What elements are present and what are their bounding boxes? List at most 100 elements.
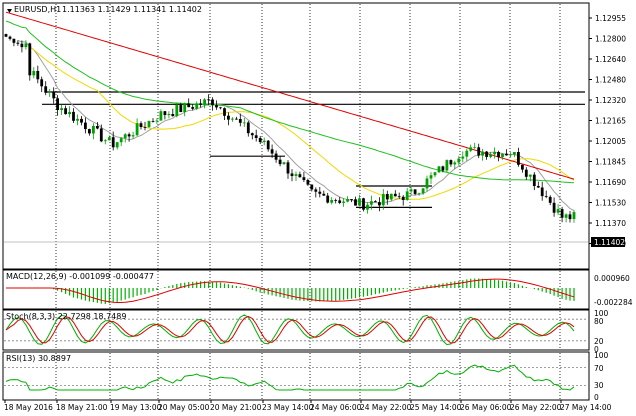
candle-body: [235, 118, 238, 120]
candle-body: [485, 151, 488, 157]
time-label: 25 May 14:00: [410, 403, 462, 412]
candle-body: [354, 199, 357, 206]
candle-body: [532, 174, 536, 186]
time-label: 20 May 05:00: [158, 403, 210, 412]
macd-title: MACD(12,26,9) -0.001099 -0.000477: [6, 272, 154, 281]
rsi-title: RSI(13) 30.8897: [6, 354, 71, 363]
candle-body: [524, 169, 528, 177]
current-price-label: 1.11402: [594, 238, 625, 247]
current-price-tag: 1.11402: [591, 237, 625, 247]
candle-body: [509, 154, 512, 156]
candle-body: [250, 133, 254, 136]
candle-body: [290, 173, 294, 176]
macd-tick-low: -0.002284: [594, 298, 633, 307]
candle-body: [258, 138, 262, 142]
price-tick-label: 1.12640: [595, 55, 626, 64]
candle-body: [262, 140, 266, 142]
candle-body: [231, 118, 234, 120]
support-resistance-lines: [42, 91, 585, 208]
candle-body: [24, 43, 28, 48]
candle-body: [548, 196, 552, 203]
candle-body: [556, 209, 560, 213]
candle-body: [227, 115, 230, 120]
candle-body: [191, 107, 195, 109]
candle-body: [270, 149, 274, 154]
candle-body: [322, 193, 326, 196]
candle-body: [457, 158, 461, 163]
candle-body: [147, 121, 151, 128]
candle-body: [469, 147, 473, 151]
candle-body: [143, 127, 147, 128]
candle-body: [401, 196, 405, 200]
candle-body: [385, 194, 389, 200]
stoch-title: Stoch(8,3,3) 22.7298 18.7489: [6, 312, 126, 321]
candle-body: [16, 42, 20, 44]
candle-body: [64, 108, 67, 115]
candle-body: [294, 174, 298, 176]
candle-body: [111, 137, 115, 148]
candle-body: [393, 193, 397, 197]
candle-body: [92, 126, 95, 134]
price-tick-label: 1.12955: [595, 14, 626, 23]
candle-body: [362, 198, 365, 210]
candle-body: [107, 137, 111, 141]
candle-body: [350, 199, 353, 200]
candle-body: [334, 200, 338, 201]
candle-body: [417, 193, 421, 195]
time-label: 26 May 22:00: [510, 403, 562, 412]
candle-body: [4, 34, 8, 37]
price-tick-label: 1.12480: [595, 76, 626, 85]
candle-body: [151, 121, 155, 122]
candle-body: [215, 105, 218, 108]
candle-body: [389, 193, 393, 200]
candle-body: [437, 166, 441, 173]
price-tick-label: 1.11530: [595, 199, 626, 208]
candle-body: [564, 214, 568, 218]
stoch-tick-0: 0: [594, 345, 599, 354]
stoch-signal-line: [5, 315, 575, 344]
stoch-tick-20: 20: [594, 337, 604, 346]
candle-body: [167, 114, 171, 116]
rsi-indicator: [4, 364, 588, 391]
candle-body: [552, 202, 556, 213]
candle-body: [278, 159, 282, 165]
candle-body: [310, 184, 314, 190]
candle-body: [358, 198, 361, 206]
stoch-main-line: [5, 314, 575, 346]
candle-body: [330, 200, 334, 203]
candle-body: [56, 98, 59, 110]
macd-tick-high: 0.000960: [594, 274, 630, 283]
candle-body: [477, 147, 481, 156]
candle-body: [195, 103, 199, 109]
candlesticks: [4, 33, 576, 223]
candle-body: [421, 188, 425, 194]
candle-body: [123, 134, 127, 139]
time-label: 23 May 14:00: [262, 403, 314, 412]
candle-body: [36, 71, 40, 80]
candle-body: [282, 162, 286, 165]
candle-body: [8, 36, 12, 39]
candle-body: [80, 118, 83, 123]
candle-body: [302, 177, 306, 180]
candle-body: [199, 103, 202, 105]
candle-body: [119, 138, 123, 143]
candle-body: [513, 152, 516, 155]
time-label: 19 May 13:00: [110, 403, 162, 412]
candle-body: [521, 164, 524, 170]
stochastic-indicator: [4, 314, 588, 346]
candle-body: [536, 186, 540, 188]
macd-signal-line: [6, 278, 575, 303]
candle-body: [179, 105, 183, 112]
candle-body: [405, 191, 409, 200]
candle-body: [238, 119, 242, 123]
candle-body: [44, 86, 48, 93]
time-label: 18 May 2016: [4, 403, 53, 412]
collapse-triangle-icon[interactable]: [7, 9, 12, 13]
candle-body: [453, 162, 457, 165]
candle-body: [433, 172, 437, 176]
candle-body: [473, 147, 477, 149]
price-tick-label: 1.12320: [595, 96, 626, 105]
candle-body: [397, 196, 401, 198]
